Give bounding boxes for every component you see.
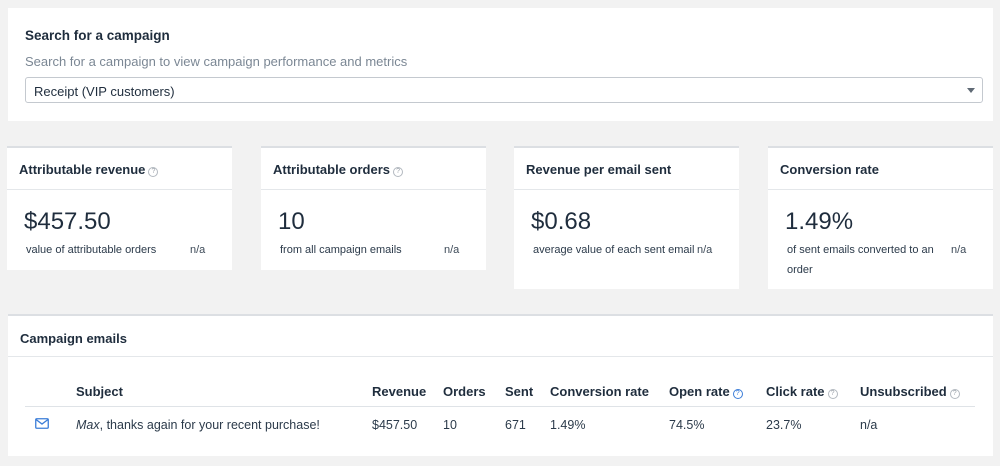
metric-title: Revenue per email sent: [526, 162, 672, 177]
column-header-subject[interactable]: Subject: [76, 384, 123, 399]
metric-subtext: from all campaign emails: [280, 244, 402, 256]
metric-title-text: Attributable revenue: [19, 162, 146, 177]
metric-value: 1.49%: [785, 208, 854, 235]
metric-title: Conversion rate: [780, 162, 879, 177]
column-header-unsubscribed[interactable]: Unsubscribed?: [860, 384, 960, 399]
column-header-conversion-rate[interactable]: Conversion rate: [550, 384, 649, 399]
metric-card-header: Attributable orders?: [261, 148, 486, 190]
metric-card-header: Revenue per email sent: [514, 148, 739, 190]
cell-sent: 671: [505, 418, 526, 432]
metric-comparison: n/a: [190, 244, 206, 256]
metric-card-conversion-rate: Conversion rate 1.49% of sent emails con…: [768, 146, 993, 289]
campaign-select[interactable]: Receipt (VIP customers): [25, 77, 983, 103]
mail-icon[interactable]: [35, 418, 49, 429]
help-icon[interactable]: ?: [949, 389, 960, 399]
campaign-emails-title: Campaign emails: [20, 331, 127, 346]
subject-text: , thanks again for your recent purchase!: [99, 418, 320, 432]
subject-recipient-name: Max: [76, 418, 100, 432]
help-icon[interactable]: ?: [827, 389, 838, 399]
metric-card-attributable-revenue: Attributable revenue? $457.50 value of a…: [7, 146, 232, 270]
dropdown-arrow-icon[interactable]: [967, 88, 975, 93]
metric-title: Attributable orders?: [273, 162, 404, 177]
cell-revenue: $457.50: [372, 418, 418, 432]
email-subject-link[interactable]: Max, thanks again for your recent purcha…: [76, 418, 320, 432]
column-header-orders[interactable]: Orders: [443, 384, 486, 399]
metric-card-header: Attributable revenue?: [7, 148, 232, 190]
table-divider: [25, 406, 975, 407]
search-description: Search for a campaign to view campaign p…: [25, 54, 408, 69]
metric-comparison: n/a: [697, 244, 713, 256]
metric-title: Attributable revenue?: [19, 162, 159, 177]
metric-value: 10: [278, 208, 305, 235]
column-header-click-rate-text: Click rate: [766, 384, 825, 399]
cell-orders: 10: [443, 418, 457, 432]
metric-title-text: Attributable orders: [273, 162, 391, 177]
cell-open-rate: 74.5%: [669, 418, 705, 432]
column-header-open-rate-text: Open rate: [669, 384, 730, 399]
metric-comparison: n/a: [951, 244, 967, 256]
campaign-select-value: Receipt (VIP customers): [34, 84, 175, 99]
metric-value: $457.50: [24, 208, 111, 235]
cell-unsubscribed: n/a: [860, 418, 878, 432]
metric-comparison: n/a: [444, 244, 460, 256]
column-header-revenue[interactable]: Revenue: [372, 384, 427, 399]
campaign-emails-panel: Campaign emails Subject Revenue Orders S…: [8, 314, 993, 456]
column-header-sent[interactable]: Sent: [505, 384, 534, 399]
metric-value: $0.68: [531, 208, 592, 235]
campaign-emails-header: Campaign emails: [8, 316, 993, 357]
search-title: Search for a campaign: [25, 28, 170, 43]
help-icon[interactable]: ?: [732, 389, 743, 399]
metric-card-attributable-orders: Attributable orders? 10 from all campaig…: [261, 146, 486, 270]
metric-card-revenue-per-email: Revenue per email sent $0.68 average val…: [514, 146, 739, 289]
column-header-open-rate[interactable]: Open rate?: [669, 384, 743, 399]
cell-click-rate: 23.7%: [766, 418, 802, 432]
campaign-search-panel: Search for a campaign Search for a campa…: [8, 8, 993, 121]
metric-subtext: average value of each sent email: [533, 244, 695, 256]
metric-subtext: value of attributable orders: [26, 244, 157, 256]
metric-subtext: of sent emails converted to an order: [787, 244, 934, 276]
help-icon[interactable]: ?: [148, 167, 159, 177]
cell-conversion-rate: 1.49%: [550, 418, 586, 432]
column-header-unsubscribed-text: Unsubscribed: [860, 384, 947, 399]
metric-card-header: Conversion rate: [768, 148, 993, 190]
column-header-click-rate[interactable]: Click rate?: [766, 384, 838, 399]
help-icon[interactable]: ?: [393, 167, 404, 177]
